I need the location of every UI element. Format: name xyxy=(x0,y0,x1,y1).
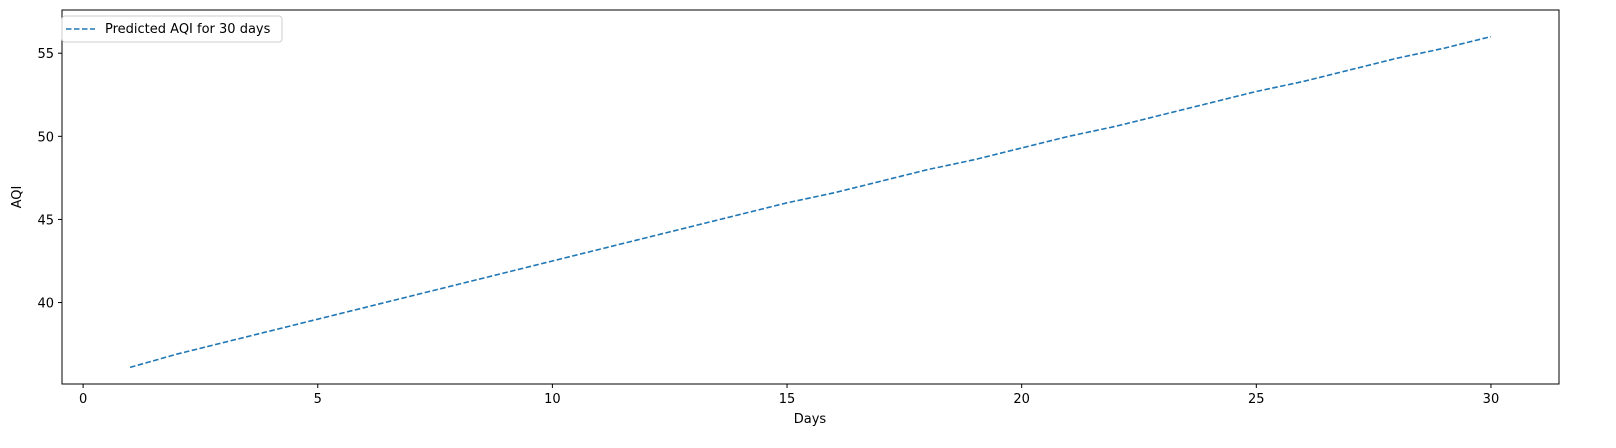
x-tick-label: 20 xyxy=(1013,392,1030,407)
y-tick-label: 55 xyxy=(37,47,54,62)
y-axis-label: AQI xyxy=(10,186,25,209)
y-axis: 40 45 50 55 xyxy=(37,47,62,312)
x-tick-label: 25 xyxy=(1248,392,1265,407)
y-tick-label: 50 xyxy=(37,130,54,145)
x-tick-label: 5 xyxy=(314,392,322,407)
x-tick-label: 30 xyxy=(1483,392,1500,407)
series-line-0 xyxy=(129,35,1492,369)
x-tick-label: 15 xyxy=(779,392,796,407)
y-tick-label: 40 xyxy=(37,297,54,312)
x-axis: 0 5 10 15 20 25 30 xyxy=(79,384,1499,407)
legend-box xyxy=(61,15,283,43)
legend: Predicted AQI for 30 days xyxy=(61,15,283,43)
x-axis-label: Days xyxy=(794,412,827,427)
legend-label: Predicted AQI for 30 days xyxy=(105,22,271,37)
x-tick-label: 10 xyxy=(544,392,561,407)
y-tick-label: 45 xyxy=(37,213,54,228)
series-layer xyxy=(129,35,1492,369)
x-tick-label: 0 xyxy=(79,392,87,407)
plot-area xyxy=(61,9,1560,385)
